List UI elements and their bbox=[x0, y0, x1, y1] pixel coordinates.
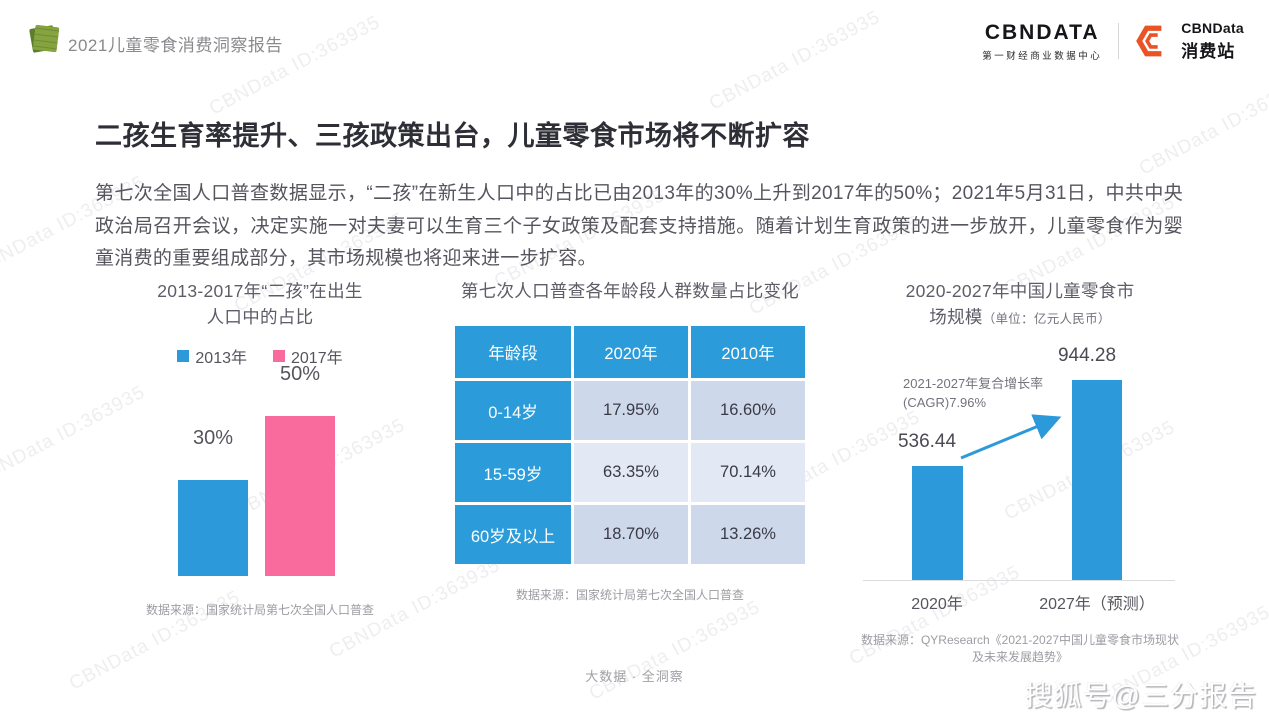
watermark-text: CBNData ID:363935 bbox=[705, 6, 884, 115]
table-cell: 18.70% bbox=[574, 505, 688, 564]
table-row-header: 60岁及以上 bbox=[455, 505, 571, 564]
bar-chart-market-size: 2021-2027年复合增长率 (CAGR)7.96% 536.44 944.2… bbox=[855, 342, 1185, 581]
chart-legend: 2013年 2017年 bbox=[95, 344, 425, 368]
legend-item-2017: 2017年 bbox=[273, 344, 343, 368]
panel-second-child-ratio: 2013-2017年“二孩”在出生 人口中的占比 2013年 2017年 30%… bbox=[95, 278, 425, 619]
bar-value-2017: 50% bbox=[279, 363, 321, 385]
table-header-cell: 2020年 bbox=[574, 326, 688, 378]
panel-market-size: 2020-2027年中国儿童零食市 场规模（单位：亿元人民币） 2021-202… bbox=[855, 278, 1185, 666]
sohu-account-watermark: 搜狐号@三分报告 bbox=[1024, 680, 1257, 711]
legend-swatch-blue bbox=[177, 350, 190, 362]
growth-arrow-icon bbox=[960, 414, 1062, 460]
bar-2027 bbox=[1072, 379, 1122, 580]
table-cell: 16.60% bbox=[691, 381, 805, 440]
cbndata-logo-subtitle: 第一财经商业数据中心 bbox=[982, 50, 1103, 62]
watermark-text: CBNData ID:363935 bbox=[585, 596, 764, 705]
station-name-en: CBNData bbox=[1181, 20, 1244, 36]
table-cell: 63.35% bbox=[574, 443, 688, 502]
watermark-text: CBNData ID:363935 bbox=[205, 11, 384, 120]
table-cell: 17.95% bbox=[574, 381, 688, 440]
cagr-annotation: 2021-2027年复合增长率 (CAGR)7.96% bbox=[903, 376, 1044, 410]
bar-chart-second-child: 30% 50% bbox=[95, 363, 425, 576]
station-name-cn: 消费站 bbox=[1181, 42, 1236, 61]
table-title: 第七次人口普查各年龄段人群数量占比变化 bbox=[460, 281, 800, 301]
x-label-2020: 2020年 bbox=[911, 596, 963, 613]
bar-value-2020: 536.44 bbox=[897, 431, 957, 452]
bar-2020 bbox=[912, 466, 963, 580]
report-notebook-icon bbox=[29, 24, 60, 54]
table-row-header: 15-59岁 bbox=[455, 443, 571, 502]
cbndata-logo-text: CBNDATA bbox=[984, 20, 1100, 44]
cbndata-logo: CBNDATA 第一财经商业数据中心 bbox=[982, 21, 1102, 62]
legend-swatch-pink bbox=[273, 350, 285, 362]
age-distribution-table: 年龄段 2020年 2010年 0-14岁 17.95% 16.60% 15-5… bbox=[455, 326, 805, 564]
bar-2017 bbox=[265, 416, 335, 576]
brand-divider bbox=[1118, 23, 1120, 59]
footer-tagline: 大数据 · 全洞察 bbox=[585, 669, 684, 684]
brand-logos: CBNDATA 第一财经商业数据中心 CBNData 消费站 bbox=[982, 20, 1244, 62]
page-title: 二孩生育率提升、三孩政策出台，儿童零食市场将不断扩容 bbox=[95, 121, 810, 152]
x-axis-labels: 2020年 2027年（预测） bbox=[855, 590, 1185, 613]
data-source: 数据来源：QYResearch《2021-2027中国儿童零食市场现状 及未来发… bbox=[860, 633, 1180, 664]
cbndata-station-icon bbox=[1136, 25, 1162, 57]
cbndata-station-logo: CBNData 消费站 bbox=[1135, 20, 1244, 62]
bar-2013 bbox=[178, 480, 248, 576]
watermark-text: CBNData ID:363935 bbox=[1135, 71, 1269, 180]
x-label-2027: 2027年（预测） bbox=[1039, 596, 1155, 613]
table-cell: 70.14% bbox=[691, 443, 805, 502]
bar-value-2013: 30% bbox=[192, 427, 234, 449]
chart-title: 2020-2027年中国儿童零食市 场规模（单位：亿元人民币） bbox=[905, 281, 1135, 327]
data-source: 数据来源：国家统计局第七次全国人口普查 bbox=[145, 603, 374, 617]
bar-value-2027: 944.28 bbox=[1057, 345, 1117, 366]
x-axis-line bbox=[863, 580, 1175, 581]
intro-paragraph: 第七次全国人口普查数据显示，“二孩”在新生人口中的占比已由2013年的30%上升… bbox=[95, 183, 1183, 269]
table-cell: 13.26% bbox=[691, 505, 805, 564]
table-header-cell: 年龄段 bbox=[455, 326, 571, 378]
report-header-title: 2021儿童零食消费洞察报告 bbox=[68, 36, 283, 55]
panel-census-age-table: 第七次人口普查各年龄段人群数量占比变化 年龄段 2020年 2010年 0-14… bbox=[455, 278, 805, 604]
table-row-header: 0-14岁 bbox=[455, 381, 571, 440]
data-source: 数据来源：国家统计局第七次全国人口普查 bbox=[515, 588, 744, 602]
chart-title: 2013-2017年“二孩”在出生 人口中的占比 bbox=[157, 281, 363, 327]
legend-item-2013: 2013年 bbox=[177, 344, 247, 368]
table-header-cell: 2010年 bbox=[691, 326, 805, 378]
